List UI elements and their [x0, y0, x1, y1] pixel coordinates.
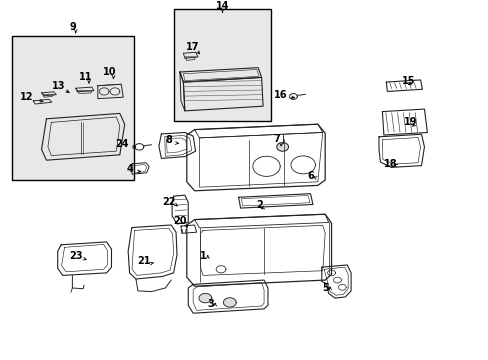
Text: 10: 10 [103, 67, 117, 77]
Text: 18: 18 [384, 159, 397, 169]
Polygon shape [276, 143, 288, 151]
Text: 4: 4 [126, 164, 133, 174]
Text: 6: 6 [306, 171, 313, 181]
Text: 8: 8 [165, 135, 172, 145]
Text: 13: 13 [52, 81, 65, 91]
Text: 1: 1 [199, 251, 206, 261]
Text: 7: 7 [272, 134, 279, 144]
Text: 11: 11 [79, 72, 92, 82]
Text: 12: 12 [20, 92, 34, 102]
Polygon shape [199, 293, 211, 303]
Text: 3: 3 [206, 299, 213, 309]
Text: 19: 19 [403, 117, 417, 127]
Text: 5: 5 [321, 283, 328, 293]
Text: 24: 24 [115, 139, 129, 149]
Text: 16: 16 [274, 90, 287, 100]
Text: 17: 17 [186, 42, 200, 52]
Polygon shape [223, 298, 236, 307]
Bar [173, 9, 271, 121]
Text: 2: 2 [255, 200, 262, 210]
Text: 22: 22 [162, 197, 175, 207]
Text: 20: 20 [173, 216, 186, 226]
Text: 9: 9 [70, 22, 77, 32]
Bar [12, 36, 134, 180]
Text: 15: 15 [401, 76, 414, 86]
Text: 21: 21 [137, 256, 151, 266]
Text: 14: 14 [215, 1, 229, 12]
Text: 23: 23 [69, 251, 82, 261]
